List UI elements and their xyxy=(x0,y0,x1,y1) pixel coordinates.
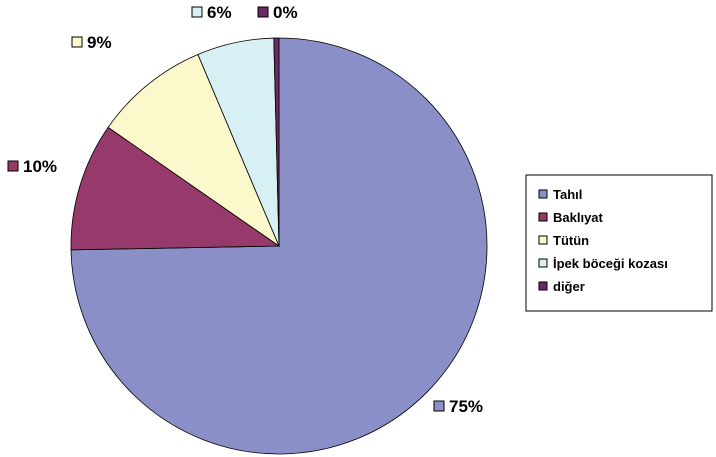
pie-label-swatch-i-pek-bo-ceg-i-kozas xyxy=(191,6,203,18)
pie-slice-dig-er xyxy=(273,37,280,247)
legend-label-tah-l: Tahıl xyxy=(553,187,582,202)
pie-label-tu-tu-n: 9% xyxy=(87,33,112,52)
pie-slice-tu-tu-n xyxy=(107,53,280,248)
legend-label-bakl-yat: Baklıyat xyxy=(553,210,604,225)
legend-swatch-i-pek-bo-ceg-i-kozas xyxy=(538,258,548,268)
pie-label-tah-l: 75% xyxy=(449,397,483,416)
legend-box xyxy=(525,174,713,312)
pie-label-bakl-yat: 10% xyxy=(23,157,57,176)
pie-label-swatch-dig-er xyxy=(257,6,269,18)
legend-swatch-dig-er xyxy=(538,281,548,291)
legend-swatch-tu-tu-n xyxy=(538,235,548,245)
legend-label-i-pek-bo-ceg-i-kozas: İpek böceği kozası xyxy=(553,256,668,271)
legend-label-tu-tu-n: Tütün xyxy=(553,233,589,248)
legend-swatch-bakl-yat xyxy=(538,212,548,222)
pie-label-swatch-tu-tu-n xyxy=(71,36,83,48)
pie-slice-tah-l xyxy=(70,37,488,455)
pie-label-dig-er: 0% xyxy=(273,3,298,22)
legend: Tahıl Baklıyat Tütün İpek böceği kozası diğe… xyxy=(525,174,713,312)
legend-label-dig-er: diğer xyxy=(553,279,585,294)
pie-slices xyxy=(70,37,488,455)
pie-labels: 75% 10% 9% 6% 0% xyxy=(7,3,483,416)
pie-label-swatch-tah-l xyxy=(433,400,445,412)
pie-label-i-pek-bo-ceg-i-kozas: 6% xyxy=(207,3,232,22)
pie-label-swatch-bakl-yat xyxy=(7,160,19,172)
pie-slice-bakl-yat xyxy=(70,126,281,251)
legend-swatch-tah-l xyxy=(538,189,548,199)
